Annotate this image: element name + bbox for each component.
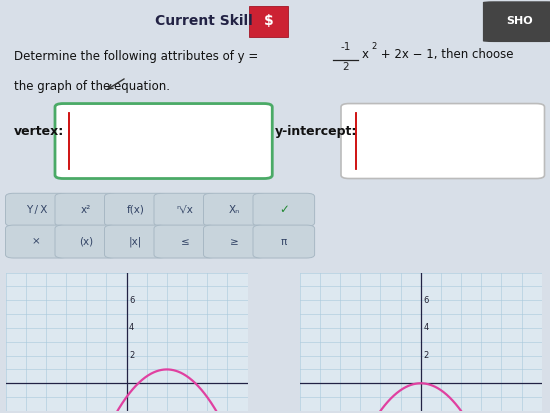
Text: SHO: SHO (507, 16, 533, 26)
FancyBboxPatch shape (55, 104, 272, 178)
Text: 4: 4 (129, 323, 134, 332)
FancyBboxPatch shape (154, 225, 216, 258)
Text: vertex:: vertex: (14, 125, 64, 138)
Text: ⨯: ⨯ (32, 237, 41, 247)
Text: + 2x − 1, then choose: + 2x − 1, then choose (377, 48, 513, 62)
Text: |x|: |x| (129, 236, 142, 247)
Text: Determine the following attributes of y =: Determine the following attributes of y … (14, 50, 262, 63)
Text: 6: 6 (423, 296, 428, 305)
Text: 2: 2 (372, 42, 377, 51)
FancyBboxPatch shape (104, 193, 166, 226)
FancyBboxPatch shape (204, 225, 265, 258)
FancyBboxPatch shape (204, 193, 265, 226)
FancyBboxPatch shape (6, 225, 67, 258)
Text: f(x): f(x) (126, 205, 144, 215)
Text: ≥: ≥ (230, 237, 239, 247)
Text: $: $ (263, 14, 273, 28)
Text: 4: 4 (423, 323, 428, 332)
Text: 2: 2 (342, 62, 349, 71)
Text: x: x (361, 48, 369, 62)
Text: ≤: ≤ (180, 237, 189, 247)
Text: π: π (280, 237, 287, 247)
FancyBboxPatch shape (483, 1, 550, 42)
Text: 2: 2 (423, 351, 428, 360)
FancyBboxPatch shape (249, 6, 288, 37)
FancyBboxPatch shape (253, 225, 315, 258)
FancyBboxPatch shape (55, 225, 117, 258)
Text: y-intercept:: y-intercept: (275, 125, 358, 138)
FancyBboxPatch shape (6, 193, 67, 226)
Text: x²: x² (81, 205, 91, 215)
Text: Current Skill: Current Skill (155, 14, 253, 28)
FancyBboxPatch shape (154, 193, 216, 226)
Text: Y / X: Y / X (26, 205, 47, 215)
Text: (x): (x) (79, 237, 93, 247)
FancyBboxPatch shape (55, 193, 117, 226)
Text: 6: 6 (129, 296, 134, 305)
Text: the graph of the equation.: the graph of the equation. (14, 80, 170, 93)
Text: 2: 2 (129, 351, 134, 360)
FancyBboxPatch shape (341, 104, 544, 178)
Text: -1: -1 (340, 42, 350, 52)
Text: ⁿ√x: ⁿ√x (177, 205, 193, 215)
FancyBboxPatch shape (253, 193, 315, 226)
FancyBboxPatch shape (104, 225, 166, 258)
Text: Xₙ: Xₙ (229, 205, 240, 215)
Text: ✓: ✓ (279, 203, 289, 216)
